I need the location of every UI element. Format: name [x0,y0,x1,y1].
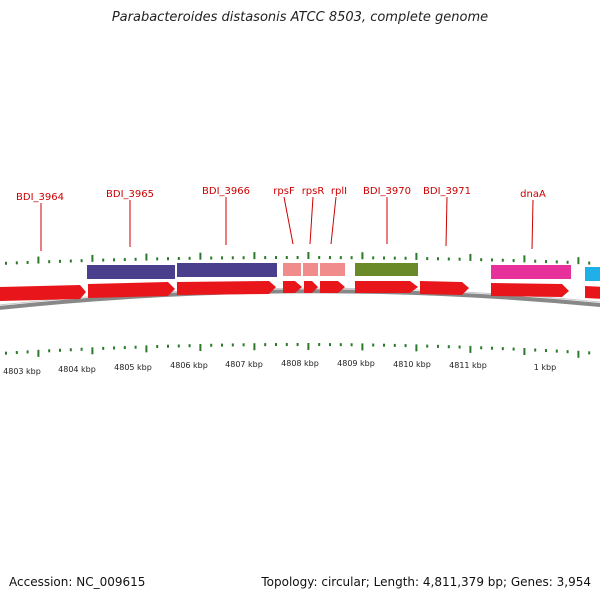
scale-label: 4807 kbp [225,360,263,369]
gene-label: rplI [331,186,347,197]
map-title: Parabacteroides distasonis ATCC 8503, co… [111,10,489,25]
feature-olive [355,263,418,276]
scale-label: 4804 kbp [58,365,96,374]
lower-tick-marks [5,343,591,358]
cds-arrow-2 [88,282,175,298]
gene-label: BDI_3970 [363,186,411,197]
gene-label: dnaA [520,189,546,200]
topology-text: Topology: circular; Length: 4,811,379 bp… [261,575,591,589]
gene-label: BDI_3964 [16,192,64,203]
scale-label: 4803 kbp [3,367,41,376]
scale-label: 4811 kbp [449,361,487,370]
cds-arrow-3 [177,281,276,295]
cds-arrow-1 [0,285,86,301]
cds-arrow-5 [304,281,318,293]
feature-salmon-2 [303,263,318,276]
gene-label: BDI_3966 [202,186,250,197]
gene-label: rpsF [273,186,295,197]
scale-label: 4809 kbp [337,359,375,368]
cds-arrow-7 [355,281,418,293]
scale-label: 4808 kbp [281,359,319,368]
cds-arrow-9 [491,283,569,297]
feature-magenta [491,265,571,279]
feature-purple-1 [87,265,175,279]
cds-arrow-10 [585,286,600,299]
feature-purple-2 [177,263,277,277]
feature-salmon-3 [320,263,345,276]
cds-arrow-4 [283,281,302,293]
cds-arrow-8 [420,281,469,295]
scale-label: 4810 kbp [393,360,431,369]
gene-label: rpsR [302,186,325,197]
genome-backbone [0,289,600,310]
scale-label: 1 kbp [534,363,556,372]
gene-label: BDI_3965 [106,189,154,200]
cds-arrow-6 [320,281,345,293]
feature-cyan [585,267,600,281]
scale-label: 4805 kbp [114,363,152,372]
feature-salmon-1 [283,263,301,276]
gene-label: BDI_3971 [423,186,471,197]
upper-tick-marks [5,252,591,265]
accession-text: Accession: NC_009615 [9,575,146,589]
scale-label: 4806 kbp [170,361,208,370]
